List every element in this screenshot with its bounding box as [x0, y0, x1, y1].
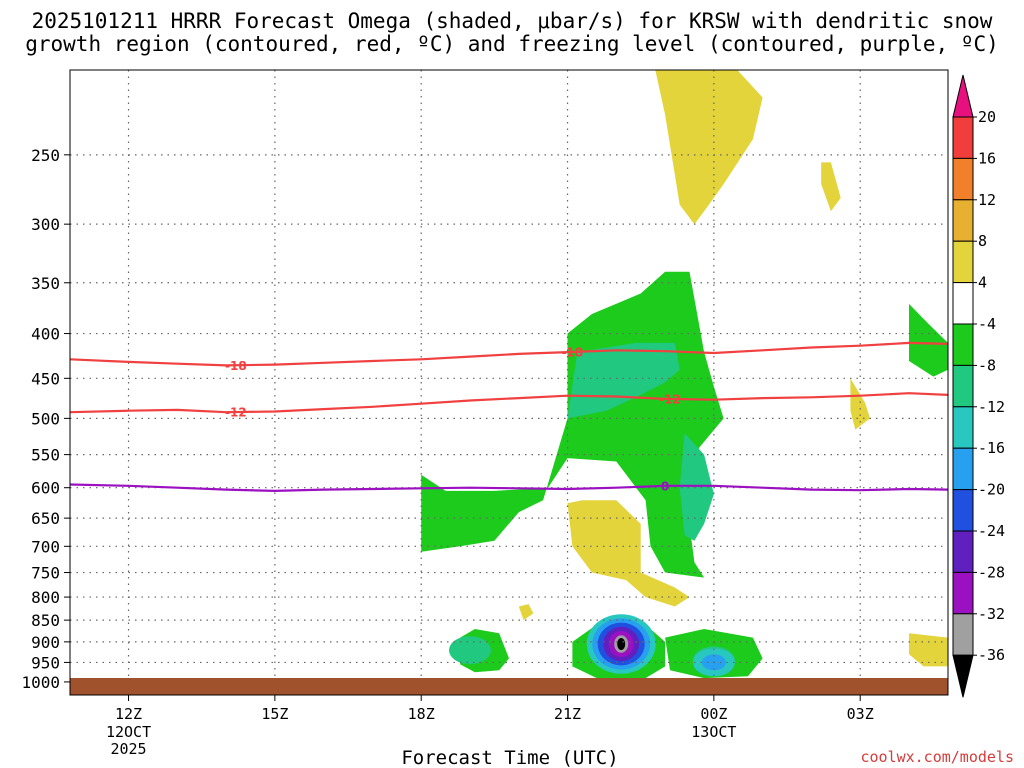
ytick-label-850: 850 — [31, 611, 60, 630]
colorbar-box-1 — [952, 116, 974, 159]
colorbar-box-5 — [952, 282, 974, 325]
contour-label-0-1: -18 — [562, 345, 584, 359]
colorbar-tick-label-6: -8 — [978, 356, 996, 374]
omega-region-10 — [850, 378, 870, 430]
ytick-label-550: 550 — [31, 446, 60, 465]
xtick-date-24: 13OCT — [691, 723, 736, 741]
omega-region-3 — [567, 342, 680, 419]
surface-ground — [70, 678, 948, 695]
xtick-label-24: 00Z — [700, 705, 727, 723]
colorbar-tick-label-9: -20 — [978, 481, 1005, 499]
omega-core-7 — [617, 638, 626, 650]
colorbar-tick-label-11: -28 — [978, 563, 1005, 581]
omega-region-2 — [909, 303, 948, 377]
colorbar-box-7 — [952, 364, 974, 408]
colorbar-tick-label-13: -36 — [978, 646, 1005, 664]
colorbar-box-8 — [952, 406, 974, 449]
colorbar-box-6 — [952, 323, 974, 366]
colorbar-tick-label-8: -16 — [978, 439, 1005, 457]
plot-frame — [69, 69, 949, 696]
ytick-label-250: 250 — [31, 146, 60, 165]
colorbar-tick-label-10: -24 — [978, 522, 1005, 540]
colorbar-tick-label-4: 4 — [978, 274, 987, 292]
colorbar-box-12 — [952, 571, 974, 615]
temperature-contours: -18 -18 -12 -12 0 — [70, 341, 948, 493]
ytick-label-300: 300 — [31, 215, 60, 234]
xtick-label-21: 21Z — [554, 705, 581, 723]
chart-title-line1: 2025101211 HRRR Forecast Omega (shaded, … — [31, 9, 993, 33]
ytick-label-450: 450 — [31, 369, 60, 388]
colorbar-box-10 — [952, 489, 974, 532]
colorbar-box-13 — [952, 613, 974, 656]
colorbar-box-2 — [952, 157, 974, 201]
colorbar-tick-label-3: 8 — [978, 232, 987, 250]
xtick-year-12: 2025 — [110, 740, 146, 758]
ytick-label-600: 600 — [31, 479, 60, 498]
contour-label-2-0: 0 — [661, 479, 669, 493]
colorbar-top-arrow — [952, 74, 974, 118]
ytick-label-750: 750 — [31, 564, 60, 583]
colorbar-box-3 — [952, 199, 974, 242]
y-axis-pressure: 250 300 350 400 450 500 550 600 650 700 750 800 850 9… — [21, 146, 70, 692]
omega-shading — [421, 70, 948, 679]
credit-link[interactable]: coolwx.com/models — [860, 748, 1014, 766]
colorbar-tick-label-1: 16 — [978, 149, 996, 167]
ytick-label-500: 500 — [31, 409, 60, 428]
ytick-label-1000: 1000 — [21, 673, 60, 692]
omega-region-11 — [909, 633, 948, 667]
contour-label-0-0: -18 — [225, 359, 247, 373]
colorbar-box-11 — [952, 530, 974, 573]
colorbar-box-4 — [952, 240, 974, 284]
contour-line-1 — [70, 392, 948, 414]
omega-region-4 — [679, 433, 714, 541]
contour-line-2 — [70, 483, 948, 493]
plot-grid — [70, 70, 948, 695]
colorbar-tick-label-2: 12 — [978, 191, 996, 209]
ytick-label-350: 350 — [31, 274, 60, 293]
xtick-date-12: 12OCT — [106, 723, 151, 741]
contour-label-1-0: -12 — [225, 406, 247, 420]
contour-line-0 — [70, 341, 948, 367]
ytick-label-800: 800 — [31, 588, 60, 607]
colorbar-tick-label-12: -32 — [978, 605, 1005, 623]
ytick-label-700: 700 — [31, 537, 60, 556]
ytick-label-400: 400 — [31, 325, 60, 344]
x-axis-label: Forecast Time (UTC) — [401, 747, 618, 768]
omega-region-7 — [635, 70, 763, 225]
colorbar-tick-label-0: 20 — [978, 108, 996, 126]
xtick-label-12: 12Z — [115, 705, 142, 723]
colorbar-legend: 20 16 12 8 4 -4 -8 -12 -16 -20 -24 -28 -32 -36 — [952, 74, 1005, 698]
omega-region-12 — [518, 604, 534, 621]
omega-region-9 — [821, 162, 841, 212]
xtick-label-27: 03Z — [847, 705, 874, 723]
colorbar-box-9 — [952, 447, 974, 491]
colorbar-bottom-arrow — [952, 654, 974, 698]
chart-title-line2: growth region (contoured, red, ºC) and f… — [25, 32, 999, 56]
omega-core-0 — [449, 636, 491, 665]
xtick-label-18: 18Z — [408, 705, 435, 723]
ytick-label-950: 950 — [31, 653, 60, 672]
ytick-label-650: 650 — [31, 509, 60, 528]
colorbar-tick-label-7: -12 — [978, 398, 1005, 416]
ytick-label-900: 900 — [31, 633, 60, 652]
contour-label-1-1: -12 — [659, 392, 681, 406]
colorbar-tick-label-5: -4 — [978, 315, 996, 333]
xtick-label-15: 15Z — [261, 705, 288, 723]
omega-region-8 — [567, 500, 690, 607]
